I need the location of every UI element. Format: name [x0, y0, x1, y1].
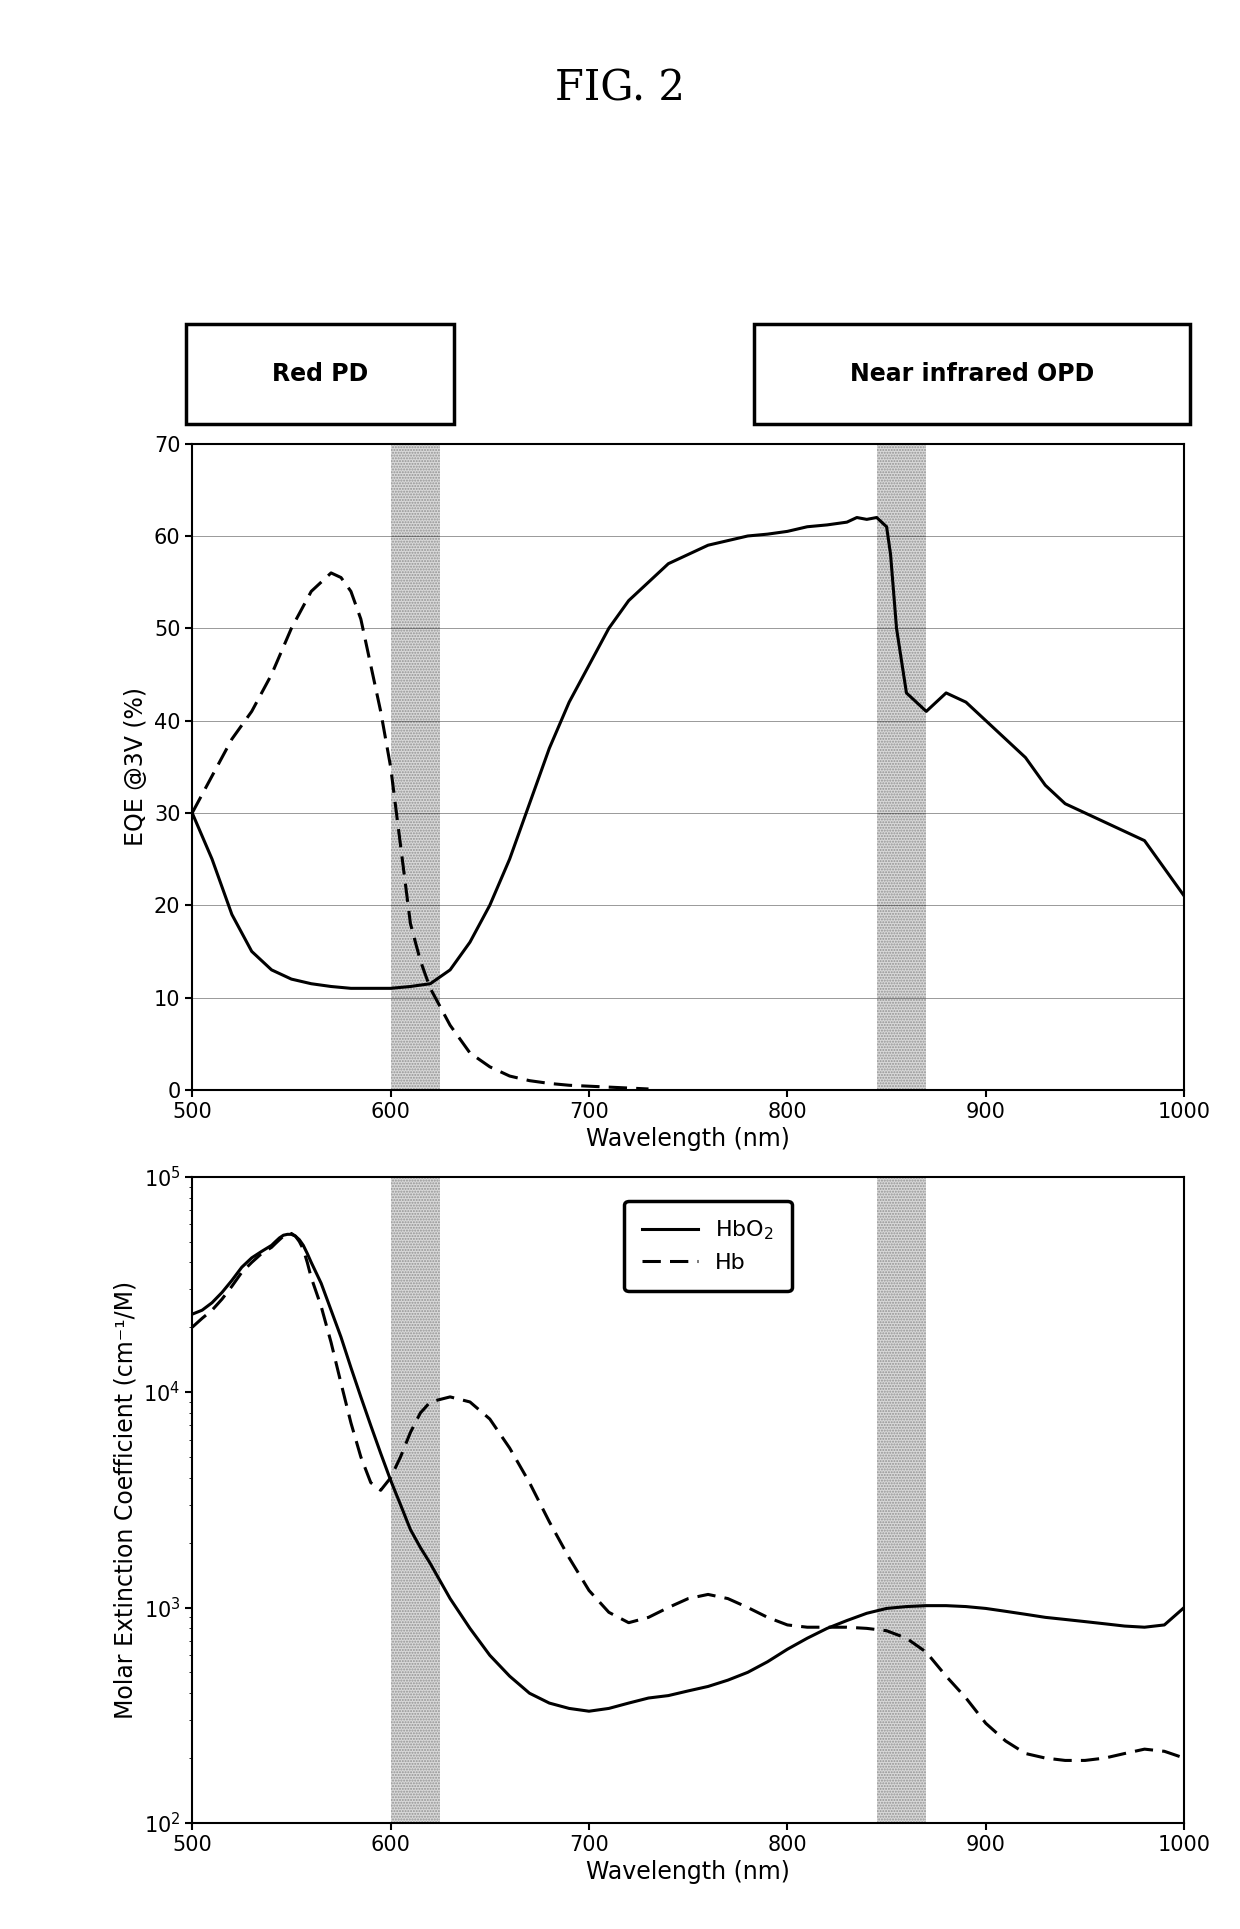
HbO$_2$ — [1177, 1595, 1192, 1618]
HbO$_2$ — [185, 1302, 200, 1325]
Bar — [391, 1177, 440, 1823]
Text: Red PD: Red PD — [272, 363, 368, 386]
Bar — [877, 1177, 926, 1823]
Hb — [1058, 1750, 1073, 1773]
Hb — [284, 1221, 299, 1244]
Hb — [1177, 1746, 1192, 1769]
Line: Hb: Hb — [192, 1233, 1184, 1761]
HbO$_2$ — [280, 1223, 295, 1246]
Bar — [877, 1177, 926, 1823]
HbO$_2$ — [582, 1699, 596, 1723]
Bar — [877, 444, 926, 1090]
X-axis label: Wavelength (nm): Wavelength (nm) — [587, 1127, 790, 1152]
HbO$_2$ — [1157, 1613, 1172, 1636]
Hb — [1157, 1740, 1172, 1763]
Bar — [391, 444, 440, 1090]
Text: FIG. 2: FIG. 2 — [556, 68, 684, 110]
HbO$_2$ — [641, 1686, 656, 1709]
Text: Near infrared OPD: Near infrared OPD — [849, 363, 1094, 386]
Line: HbO$_2$: HbO$_2$ — [192, 1235, 1184, 1711]
HbO$_2$ — [234, 1256, 249, 1279]
HbO$_2$ — [277, 1223, 291, 1246]
Hb — [277, 1225, 291, 1248]
Hb — [879, 1618, 894, 1642]
Bar — [391, 1177, 440, 1823]
Bar — [877, 444, 926, 1090]
Y-axis label: EQE @3V (%): EQE @3V (%) — [124, 687, 149, 847]
Hb — [234, 1262, 249, 1285]
Y-axis label: Molar Extinction Coefficient (cm⁻¹/M): Molar Extinction Coefficient (cm⁻¹/M) — [114, 1281, 138, 1719]
Bar — [391, 444, 440, 1090]
HbO$_2$ — [288, 1225, 303, 1248]
Hb — [288, 1225, 303, 1248]
Hb — [621, 1611, 636, 1634]
Legend: HbO$_2$, Hb: HbO$_2$, Hb — [624, 1200, 792, 1291]
X-axis label: Wavelength (nm): Wavelength (nm) — [587, 1860, 790, 1885]
HbO$_2$ — [899, 1595, 914, 1618]
Hb — [185, 1316, 200, 1339]
